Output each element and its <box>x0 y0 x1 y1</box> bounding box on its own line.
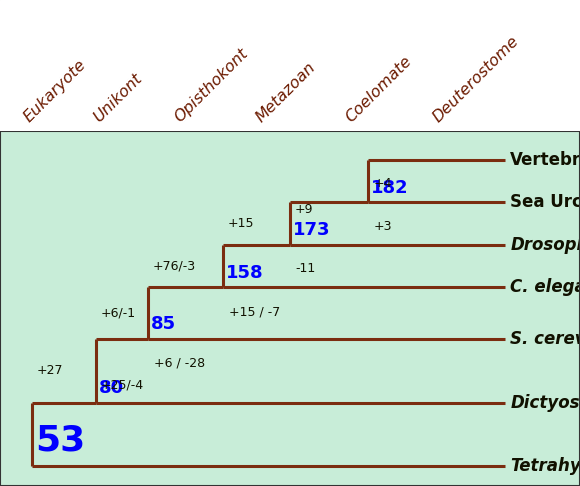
Text: Vertebrates: Vertebrates <box>510 151 580 169</box>
Text: C. elegans: C. elegans <box>510 278 580 296</box>
Text: +27: +27 <box>37 364 63 377</box>
Text: Coelomate: Coelomate <box>343 53 415 125</box>
Text: Unikont: Unikont <box>91 70 145 125</box>
Text: 53: 53 <box>35 424 85 458</box>
Text: +37: +37 <box>37 484 63 486</box>
Text: S. cerevisiae: S. cerevisiae <box>510 330 580 348</box>
Text: +15: +15 <box>228 217 255 230</box>
Text: +4: +4 <box>374 177 393 191</box>
Text: Drosophila: Drosophila <box>510 236 580 254</box>
Bar <box>67 131 580 486</box>
Text: Deuterostome: Deuterostome <box>430 33 522 125</box>
Bar <box>142 131 580 486</box>
Text: 173: 173 <box>293 222 331 240</box>
Bar <box>223 131 580 486</box>
Text: +15 / -7: +15 / -7 <box>229 305 280 318</box>
Text: +3: +3 <box>374 220 393 233</box>
Text: +6 / -28: +6 / -28 <box>154 357 205 369</box>
Text: 182: 182 <box>371 179 409 197</box>
Text: +6/-1: +6/-1 <box>100 307 136 319</box>
Bar <box>223 0 580 131</box>
Text: 85: 85 <box>151 315 176 333</box>
Bar <box>67 0 580 131</box>
Text: 158: 158 <box>226 264 264 282</box>
Text: Dictyostelium: Dictyostelium <box>510 394 580 412</box>
Bar <box>142 0 580 131</box>
Text: -11: -11 <box>296 262 316 276</box>
Text: Metazoan: Metazoan <box>253 59 319 125</box>
Bar <box>316 131 580 486</box>
Text: +76/-3: +76/-3 <box>153 260 195 273</box>
Bar <box>316 0 580 131</box>
Text: Opisthokont: Opisthokont <box>172 45 251 125</box>
Bar <box>397 131 580 486</box>
Text: Tetrahymena: Tetrahymena <box>510 457 580 475</box>
Text: +25/-4: +25/-4 <box>100 379 143 391</box>
Bar <box>397 0 580 131</box>
Text: +9: +9 <box>295 203 313 216</box>
Text: Eukaryote: Eukaryote <box>21 56 89 125</box>
Text: 80: 80 <box>99 379 124 398</box>
Text: Sea Urchin: Sea Urchin <box>510 193 580 211</box>
